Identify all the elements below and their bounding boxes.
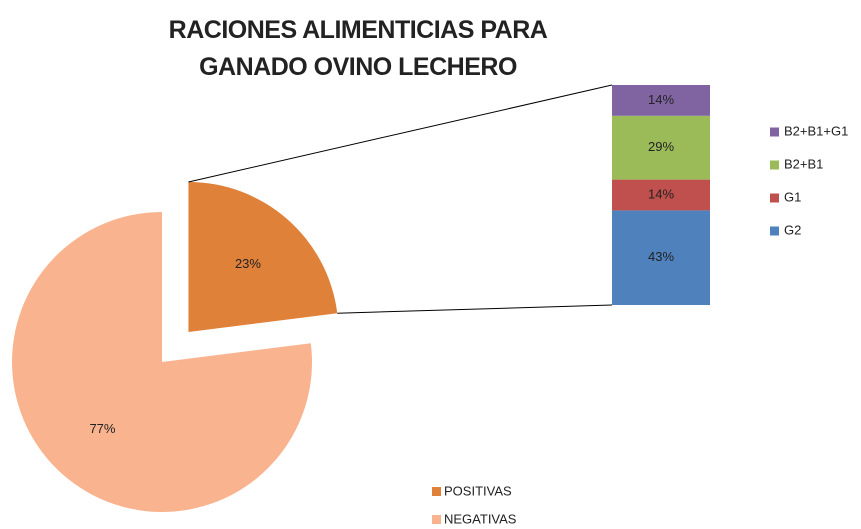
legend-label: B2+B1+G1 [784, 123, 848, 138]
legend-label: G1 [784, 189, 801, 204]
connector-line [188, 84, 613, 183]
legend-swatch [770, 160, 779, 170]
legend-swatch [770, 226, 779, 236]
legend-label: NEGATIVAS [444, 511, 517, 526]
bar-segment [612, 210, 710, 305]
data-label: 23% [235, 256, 261, 271]
legend-label: G2 [784, 222, 801, 237]
legend-swatch [432, 487, 441, 496]
legend-swatch [770, 127, 779, 137]
bar-segment [612, 115, 710, 180]
legend-label: POSITIVAS [444, 483, 512, 498]
legend-label: B2+B1 [784, 156, 823, 171]
legend-swatch [770, 193, 779, 203]
connector-line [337, 304, 613, 314]
pie-slice [188, 181, 338, 332]
data-label: 43% [648, 249, 674, 264]
data-label: 14% [648, 186, 674, 201]
bar-segment [612, 179, 710, 211]
data-label: 14% [648, 92, 674, 107]
bar-segment [612, 85, 710, 116]
chart-title: RACIONES ALIMENTICIAS PARA GANADO OVINO … [168, 16, 548, 81]
legend-swatch [432, 515, 441, 524]
pie-slice [12, 212, 313, 512]
data-label: 77% [89, 421, 115, 436]
data-label: 29% [648, 139, 674, 154]
